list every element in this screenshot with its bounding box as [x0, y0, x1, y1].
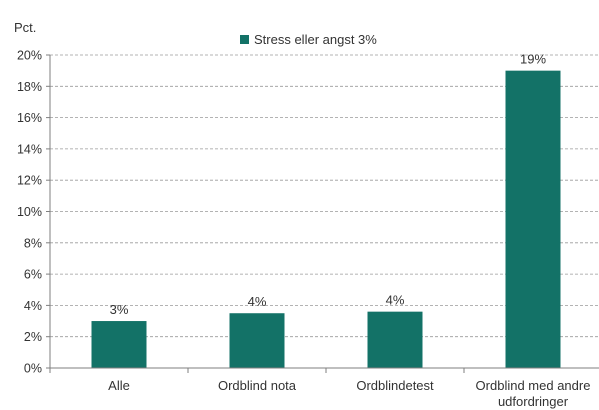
y-tick-label: 4%	[24, 299, 42, 313]
data-labels: 3% 4% 4% 19%	[110, 52, 547, 317]
y-axis-ticks: 0% 2% 4% 6% 8% 10% 12% 14% 16% 18% 20%	[17, 49, 50, 376]
y-tick-label: 18%	[17, 80, 42, 94]
legend-swatch	[240, 35, 249, 44]
data-label: 4%	[248, 294, 267, 309]
data-label: 4%	[386, 293, 405, 308]
data-label: 19%	[520, 52, 546, 67]
legend: Stress eller angst 3%	[240, 32, 377, 47]
y-axis-label: Pct.	[14, 20, 36, 35]
y-tick-label: 12%	[17, 174, 42, 188]
y-tick-label: 20%	[17, 49, 42, 63]
x-tick-label: Ordblindetest	[356, 378, 434, 393]
legend-label: Stress eller angst 3%	[254, 32, 377, 47]
y-tick-label: 14%	[17, 142, 42, 156]
y-tick-label: 16%	[17, 111, 42, 125]
y-tick-label: 10%	[17, 205, 42, 219]
x-tick-label: Ordblind nota	[218, 378, 297, 393]
y-tick-label: 6%	[24, 268, 42, 282]
data-label: 3%	[110, 302, 129, 317]
bar	[505, 70, 561, 369]
x-tick-label: Ordblind med andre udfordringer	[476, 378, 591, 409]
bar	[229, 313, 285, 368]
x-tick-label: Alle	[108, 378, 130, 393]
y-tick-label: 2%	[24, 330, 42, 344]
y-tick-label: 0%	[24, 362, 42, 376]
bar	[367, 311, 423, 368]
x-axis: Alle Ordblind nota Ordblindetest Ordblind m…	[49, 55, 599, 409]
bar	[91, 321, 147, 368]
bars	[91, 70, 561, 369]
y-tick-label: 8%	[24, 236, 42, 250]
